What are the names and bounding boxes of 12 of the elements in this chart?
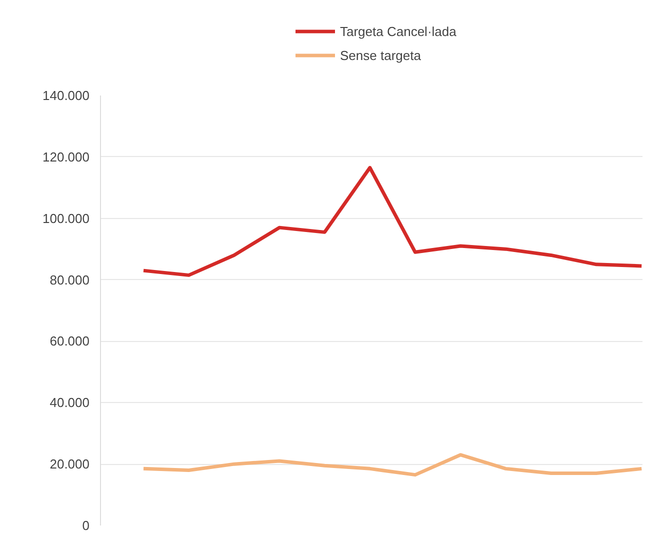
y-tick-label: 80.000 <box>50 272 90 288</box>
y-tick-label: 100.000 <box>42 210 90 226</box>
y-tick-label: 20.000 <box>50 456 90 472</box>
y-tick-label: 120.000 <box>42 149 90 164</box>
y-tick-label: 0 <box>82 518 90 533</box>
y-tick-label: 140.000 <box>42 88 90 103</box>
legend-label: Sense targeta <box>340 48 421 62</box>
y-tick-label: 60.000 <box>50 334 90 349</box>
line-series <box>142 453 642 477</box>
y-tick-label: 40.000 <box>50 395 90 410</box>
legend-label: Targeta Cancel·lada <box>340 24 456 38</box>
line-series <box>142 166 642 277</box>
